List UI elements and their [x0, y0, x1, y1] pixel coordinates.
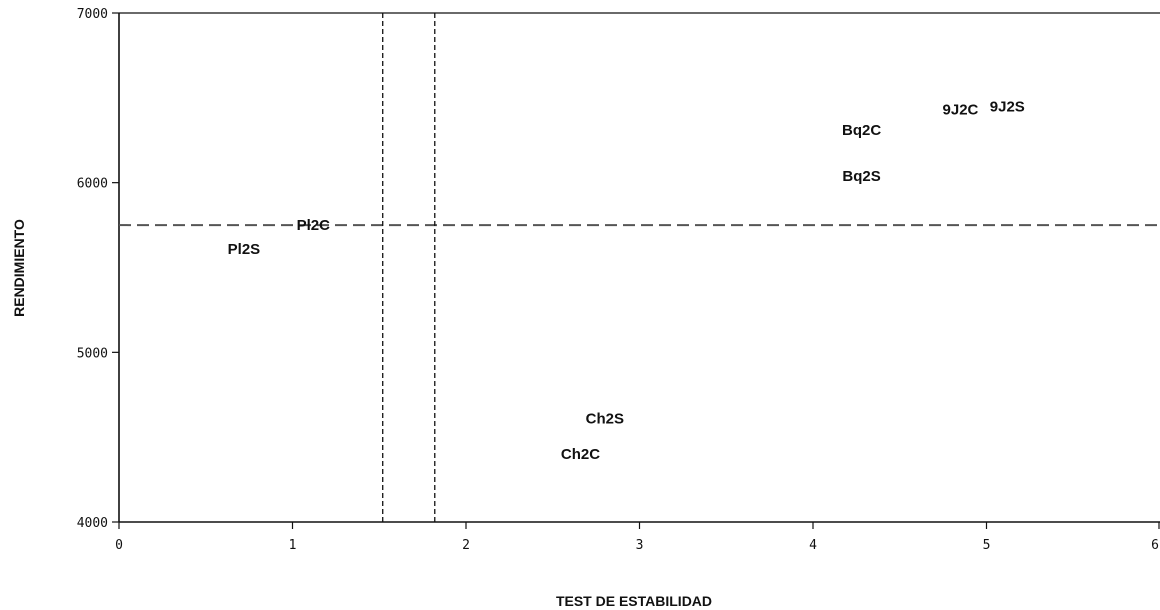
point-label: Ch2S [586, 411, 624, 428]
point-label: Pl2S [228, 241, 261, 258]
point-label: 9J2S [990, 98, 1025, 115]
point-label: Pl2C [297, 217, 331, 234]
x-tick-label: 2 [462, 538, 470, 553]
y-tick-label: 5000 [77, 346, 108, 361]
point-label: 9J2C [943, 102, 979, 119]
x-tick-label: 3 [636, 538, 644, 553]
x-tick-label: 1 [289, 538, 297, 553]
point-label: Ch2C [561, 446, 600, 463]
x-tick-label: 0 [115, 538, 123, 553]
x-tick-label: 4 [809, 538, 817, 553]
y-tick-label: 6000 [77, 177, 108, 192]
x-tick-label: 6 [1151, 538, 1159, 553]
y-tick-label: 7000 [77, 7, 108, 22]
point-label: Bq2S [842, 168, 880, 185]
y-axis-title: RENDIMIENTO [11, 219, 27, 317]
x-axis-title: TEST DE ESTABILIDAD [556, 593, 712, 609]
x-tick-label: 5 [983, 538, 991, 553]
y-tick-label: 4000 [77, 516, 108, 531]
point-label: Bq2C [842, 122, 881, 139]
